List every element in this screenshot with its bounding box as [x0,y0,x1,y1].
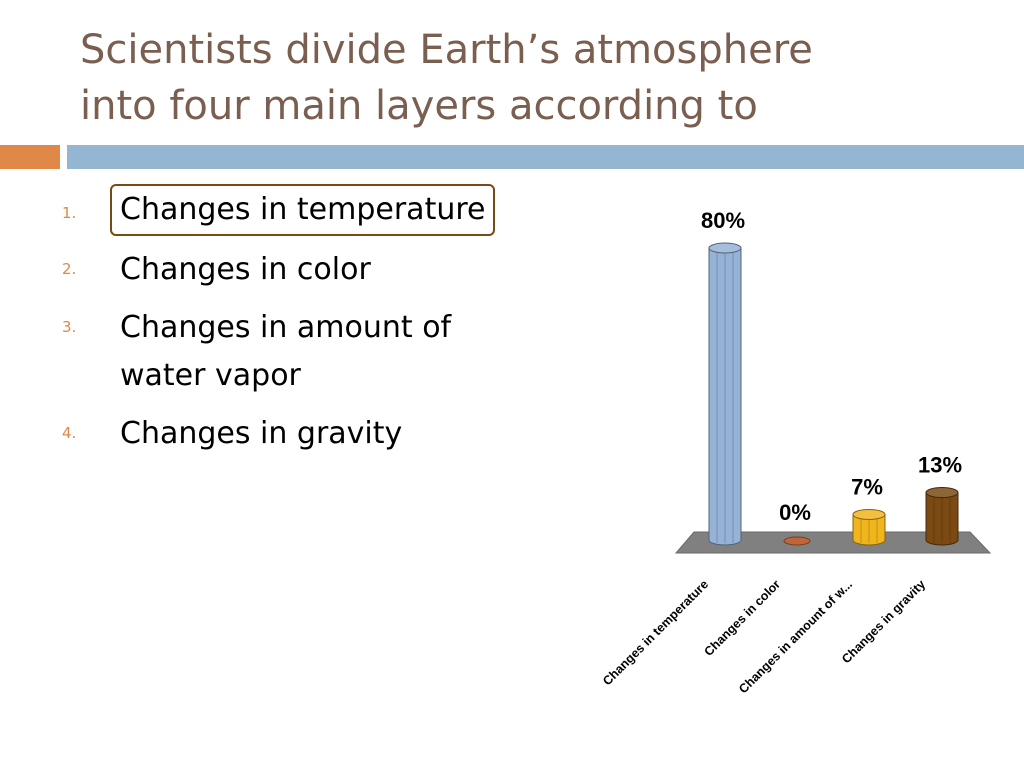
chart-category-label: Changes in color [702,577,784,659]
chart-category-label: Changes in temperature [600,577,711,688]
title-line-2: into four main layers according to [80,83,758,129]
chart-category-label: Changes in gravity [839,577,928,666]
chart-bar [852,508,886,546]
chart-floor [674,531,992,554]
answer-options-list: 1. Changes in temperature 2. Changes in … [60,184,540,468]
chart-bar [708,242,742,546]
chart-bar-body [852,513,886,546]
answer-option-4[interactable]: 4. Changes in gravity [60,410,540,458]
slide-title: Scientists divide Earth’s atmosphere int… [80,22,980,134]
chart-bar-top [925,487,959,499]
accent-bar-orange [0,145,60,169]
chart-bar-top [708,242,742,254]
answer-option-2[interactable]: 2. Changes in color [60,246,540,294]
chart-bar-top [852,508,886,520]
accent-bar-blue [67,145,1024,169]
option-number: 2. [62,260,77,278]
chart-bar [925,487,959,546]
option-text: Changes in color [120,252,371,287]
chart-bar-body [708,247,742,546]
option-text: Changes in amount of water vapor [120,310,452,393]
chart-value-label: 13% [918,453,962,478]
chart-category-label: Changes in amount of w... [736,577,855,696]
chart-value-label: 0% [779,500,811,525]
option-number: 1. [62,204,77,222]
chart-bar-body [925,492,959,546]
option-text-selected: Changes in temperature [110,184,496,236]
title-line-1: Scientists divide Earth’s atmosphere [80,27,813,73]
chart-bar-zero-disc [783,536,811,546]
chart-value-label: 7% [851,474,883,499]
option-text: Changes in gravity [120,416,403,451]
chart-bar [783,536,811,546]
option-number: 3. [62,318,77,336]
option-number: 4. [62,424,77,442]
answer-option-1[interactable]: 1. Changes in temperature [60,184,540,236]
answer-option-3[interactable]: 3. Changes in amount of water vapor [60,304,540,400]
chart-value-label: 80% [701,208,745,233]
